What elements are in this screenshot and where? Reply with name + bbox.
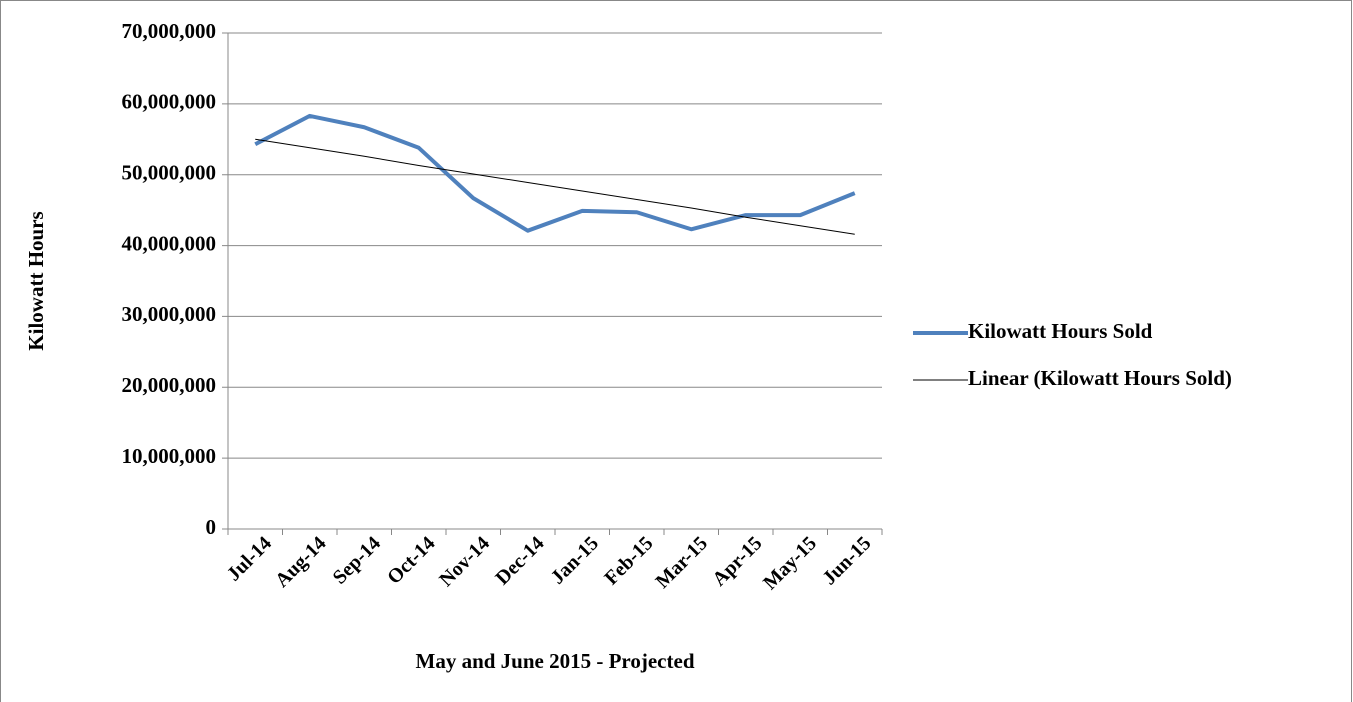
y-tick-label: 30,000,000 xyxy=(122,302,217,326)
x-tick-label: Jun-15 xyxy=(818,532,875,589)
y-tick-label: 70,000,000 xyxy=(122,19,217,43)
x-tick-label: Aug-14 xyxy=(271,532,331,592)
x-tick-label: Jan-15 xyxy=(547,532,603,588)
y-tick-label: 50,000,000 xyxy=(122,161,217,185)
y-tick-label: 20,000,000 xyxy=(122,373,217,397)
x-tick-label: Nov-14 xyxy=(435,532,494,591)
series-line xyxy=(255,138,855,235)
legend-label: Kilowatt Hours Sold xyxy=(968,319,1153,343)
x-tick-label: Jul-14 xyxy=(223,532,276,585)
series-line xyxy=(254,113,856,233)
legend-label: Linear (Kilowatt Hours Sold) xyxy=(968,366,1232,390)
x-tick-label: Mar-15 xyxy=(651,532,712,593)
y-axis-title: Kilowatt Hours xyxy=(24,211,48,350)
x-tick-label: Apr-15 xyxy=(708,532,766,590)
x-tick-label: Feb-15 xyxy=(600,532,657,589)
y-tick-label: 60,000,000 xyxy=(122,90,217,114)
x-tick-label: Sep-14 xyxy=(329,532,385,588)
x-tick-label: Dec-14 xyxy=(491,532,548,589)
y-tick-label: 0 xyxy=(206,515,217,539)
x-axis-title: May and June 2015 - Projected xyxy=(416,649,695,673)
y-tick-label: 40,000,000 xyxy=(122,231,217,255)
y-tick-label: 10,000,000 xyxy=(122,444,217,468)
x-tick-label: May-15 xyxy=(759,532,821,594)
x-tick-label: Oct-14 xyxy=(383,532,439,588)
